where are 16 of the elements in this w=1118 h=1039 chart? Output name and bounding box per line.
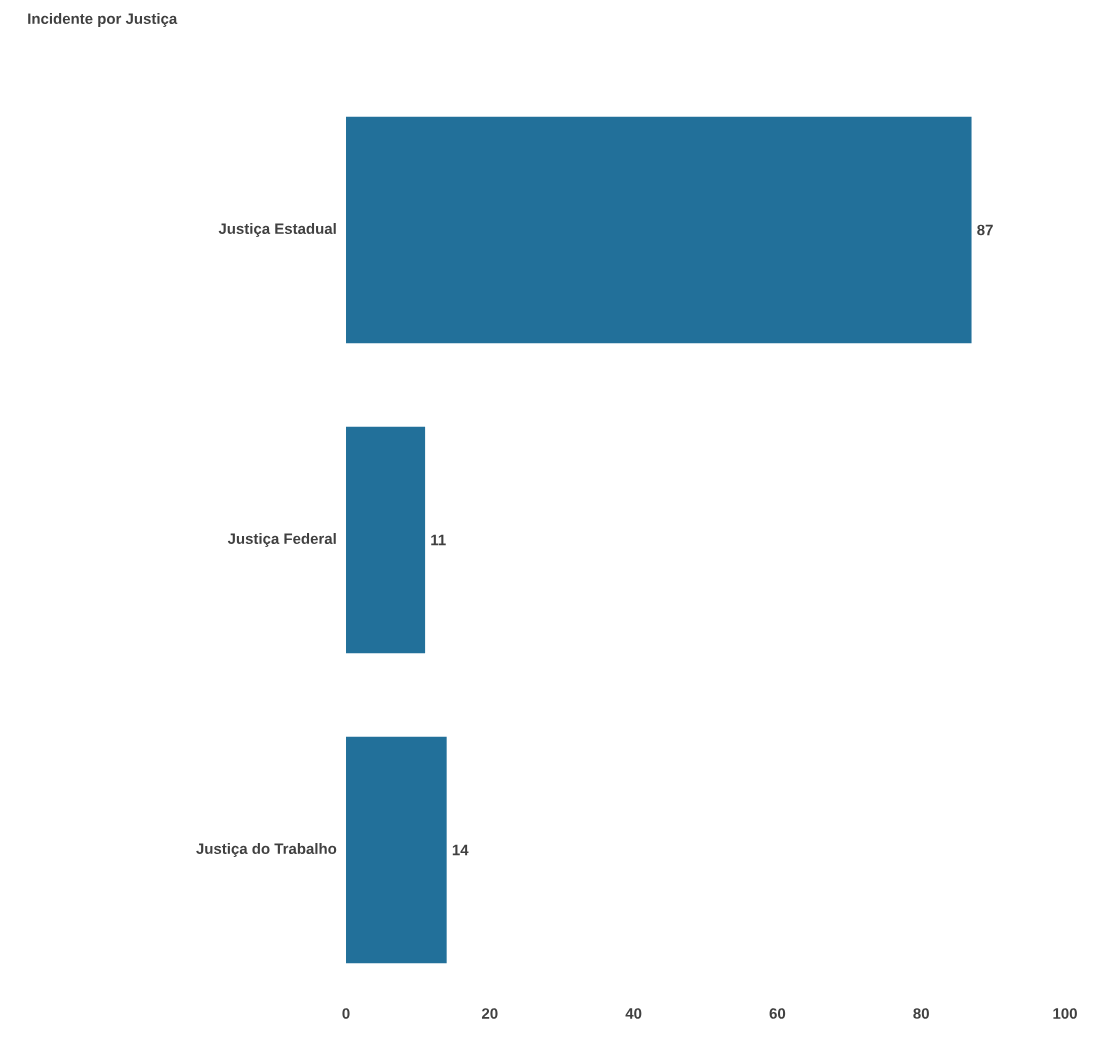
data-label: 14 (452, 844, 469, 856)
x-tick-label: 0 (342, 1008, 350, 1019)
data-label: 11 (431, 534, 446, 546)
data-label: 87 (977, 224, 993, 236)
y-tick-label: Justiça Estadual (218, 223, 336, 237)
text: Incidente por Justiça (28, 12, 178, 27)
x-tick-label: 80 (913, 1008, 929, 1019)
x-tick-label: 60 (769, 1008, 786, 1019)
y-tick-label: Justiça Federal (227, 533, 336, 547)
y-tick-label: Justiça do Trabalho (196, 843, 337, 857)
x-tick-label: 20 (481, 1008, 498, 1019)
bar (346, 426, 426, 654)
x-tick-label: 40 (625, 1008, 642, 1019)
bar (346, 736, 447, 964)
x-tick-label: 100 (1053, 1008, 1077, 1019)
bar (346, 116, 972, 344)
